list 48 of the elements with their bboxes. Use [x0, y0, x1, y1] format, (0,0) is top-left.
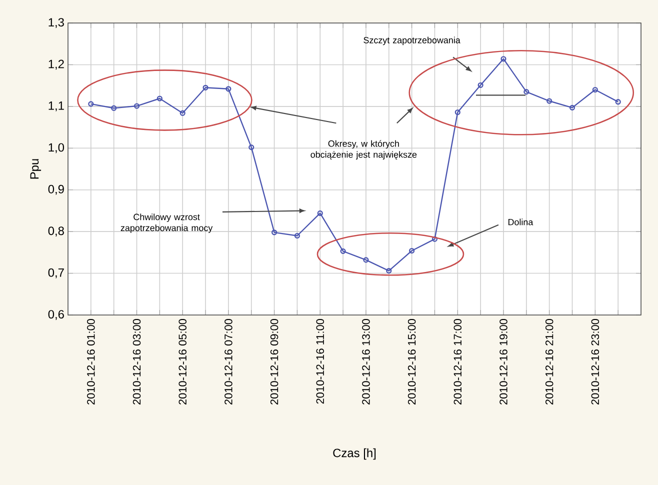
y-tick-label: 0,6: [48, 310, 64, 320]
x-tick-label: 2010-12-16 03:00: [132, 318, 141, 404]
point: [432, 236, 438, 242]
annotation: Dolina: [508, 218, 534, 226]
point: [500, 56, 506, 62]
x-tick-label: 2010-12-16 09:00: [270, 318, 278, 404]
point: [524, 89, 530, 95]
point: [317, 210, 323, 216]
annotation: Szczyt zapotrzebowania: [364, 36, 460, 46]
point: [409, 248, 415, 254]
y-tick-label: 1,3: [48, 18, 64, 28]
point: [111, 105, 117, 111]
y-tick-label: 1,2: [48, 60, 64, 70]
x-tick-label: 2010-12-16 13:00: [362, 318, 370, 404]
annotation: Okresy, w których obciążenie jest największe: [310, 140, 417, 160]
point: [569, 104, 576, 110]
x-tick-label: 2010-12-16 01:00: [87, 318, 95, 404]
annotation: Chwilowy wzrost zapotrzebowania mocy: [120, 214, 213, 233]
x-tick-label: 2010-12-16 23:00: [591, 318, 600, 404]
point: [180, 110, 186, 116]
point: [156, 96, 162, 102]
point: [340, 248, 346, 254]
point: [546, 98, 552, 104]
x-tick-label: 2010-12-16 15:00: [408, 318, 416, 404]
point: [271, 230, 278, 236]
point: [592, 86, 598, 93]
y-tick-label: 1,1: [48, 102, 64, 112]
x-tick-label: 2010-12-16 19:00: [500, 318, 508, 404]
y-tick-label: 1,0: [48, 143, 64, 154]
point: [226, 86, 232, 92]
point: [248, 144, 254, 150]
y-tick-label: 0,8: [48, 226, 64, 237]
x-axis-title: Czas [h]: [333, 448, 376, 460]
x-tick-label: 2010-12-16 07:00: [224, 318, 232, 404]
point: [386, 268, 392, 274]
point: [134, 103, 140, 109]
point: [454, 109, 460, 116]
point: [294, 232, 300, 239]
x-tick-label: 2010-12-16 05:00: [178, 318, 186, 404]
point: [202, 84, 208, 90]
x-tick-label: 2010-12-16 21:00: [545, 318, 554, 404]
y-axis-title: Ppu: [30, 159, 42, 179]
point: [478, 82, 484, 88]
y-tick-label: 0,7: [48, 268, 64, 278]
x-tick-label: 2010-12-16 17:00: [454, 318, 462, 404]
point: [363, 257, 369, 263]
x-tick-label: 2010-12-16 11:00: [316, 318, 324, 404]
y-tick-label: 0,9: [48, 184, 64, 195]
